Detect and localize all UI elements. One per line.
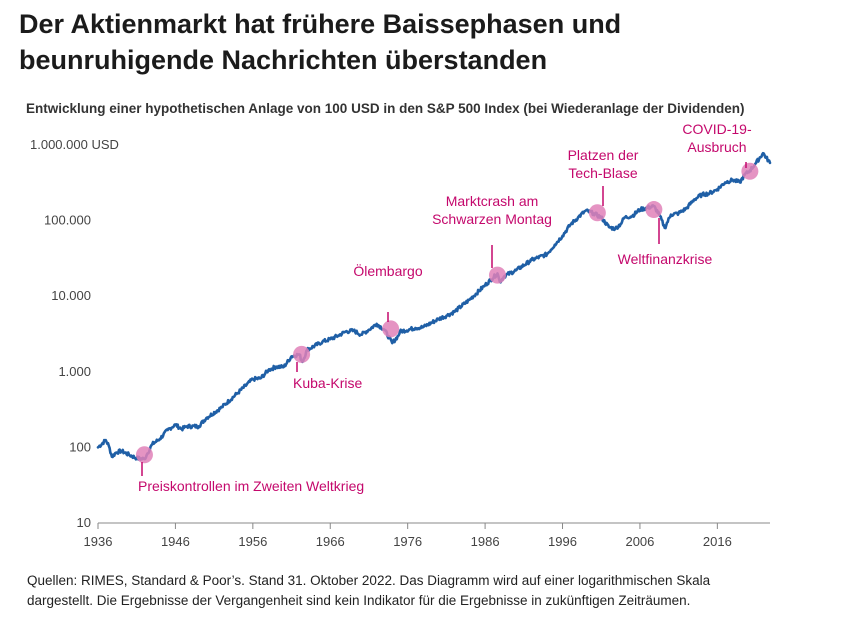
event-marker bbox=[645, 201, 663, 219]
y-tick-label: 10 bbox=[77, 515, 91, 530]
y-tick-label: 100 bbox=[69, 439, 91, 454]
x-tick-label: 1946 bbox=[161, 534, 190, 549]
event-label-line: Ausbruch bbox=[687, 139, 746, 155]
event-marker bbox=[382, 320, 400, 338]
event-label: Preiskontrollen im Zweiten Weltkrieg bbox=[138, 478, 364, 494]
event-label-line: COVID-19- bbox=[682, 121, 752, 137]
source-line-1: Quellen: RIMES, Standard & Poor’s. Stand… bbox=[27, 573, 711, 588]
title-line-2: beunruhigende Nachrichten überstanden bbox=[19, 45, 548, 75]
event-label-line: Preiskontrollen im Zweiten Weltkrieg bbox=[138, 478, 364, 494]
y-tick-label: 100.000 bbox=[44, 213, 91, 228]
event-marker bbox=[741, 162, 759, 180]
x-tick-label: 1996 bbox=[548, 534, 577, 549]
x-tick-label: 2006 bbox=[625, 534, 654, 549]
event-label-line: Kuba-Krise bbox=[293, 375, 362, 391]
chart-title: Der Aktienmarkt hat frühere Baissephasen… bbox=[19, 6, 819, 78]
source-line-2: dargestellt. Die Ergebnisse der Vergange… bbox=[27, 593, 691, 608]
source-note: Quellen: RIMES, Standard & Poor’s. Stand… bbox=[27, 571, 827, 611]
event-marker bbox=[488, 266, 506, 284]
event-label: Platzen der Tech-Blase bbox=[568, 147, 639, 181]
chart-axes: 10 100 1.000 10.000 100.000 1.000.000 USD 1936… bbox=[30, 137, 770, 549]
title-line-1: Der Aktienmarkt hat frühere Baissephasen… bbox=[19, 9, 622, 39]
event-label-line: Platzen der bbox=[568, 147, 639, 163]
event-label: COVID-19- Ausbruch bbox=[682, 121, 752, 155]
series-line-sp500 bbox=[96, 151, 772, 461]
event-label-line: Weltfinanzkrise bbox=[618, 251, 713, 267]
event-marker bbox=[293, 345, 311, 363]
event-label-line: Schwarzen Montag bbox=[432, 211, 552, 227]
event-label: Ölembargo bbox=[353, 262, 422, 279]
event-label: Kuba-Krise bbox=[293, 375, 362, 391]
event-labels: Preiskontrollen im Zweiten Weltkrieg Kuba… bbox=[138, 121, 752, 494]
x-tick-label: 1976 bbox=[393, 534, 422, 549]
x-tick-label: 2016 bbox=[703, 534, 732, 549]
x-tick-label: 1936 bbox=[84, 534, 113, 549]
chart-subtitle: Entwicklung einer hypothetischen Anlage … bbox=[26, 101, 745, 116]
y-tick-label: 10.000 bbox=[51, 288, 91, 303]
y-tick-label: 1.000.000 USD bbox=[30, 137, 119, 152]
event-label-line: Ölembargo bbox=[353, 262, 422, 279]
y-tick-label: 1.000 bbox=[58, 364, 91, 379]
event-label-line: Marktcrash am bbox=[446, 193, 539, 209]
x-tick-label: 1956 bbox=[238, 534, 267, 549]
event-marker bbox=[588, 204, 606, 222]
event-label: Weltfinanzkrise bbox=[618, 251, 713, 267]
event-label: Marktcrash am Schwarzen Montag bbox=[432, 193, 552, 227]
x-tick-label: 1986 bbox=[471, 534, 500, 549]
event-label-line: Tech-Blase bbox=[568, 165, 637, 181]
event-markers bbox=[135, 162, 759, 464]
event-marker bbox=[135, 446, 153, 464]
x-tick-label: 1966 bbox=[316, 534, 345, 549]
